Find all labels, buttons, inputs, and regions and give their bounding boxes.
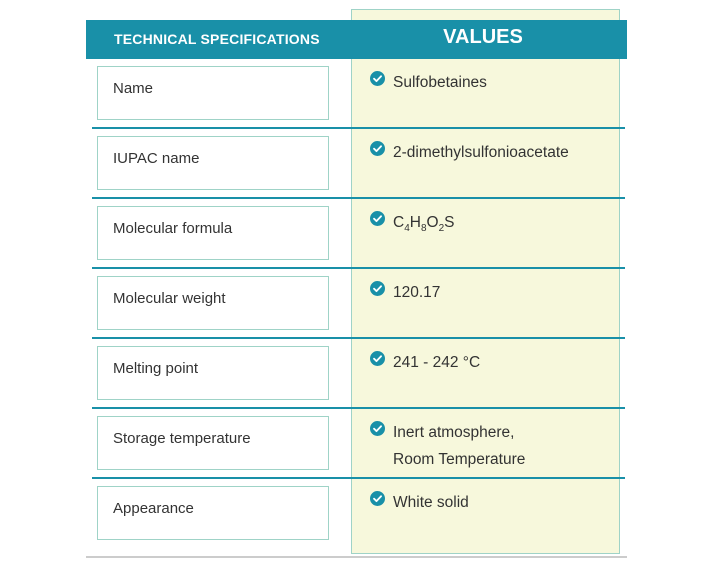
table-row: Molecular weight 120.17 — [0, 269, 701, 339]
row-label-iupac-name: IUPAC name — [113, 150, 200, 167]
value-line: Room Temperature — [393, 451, 526, 468]
table-bottom-border — [86, 556, 627, 558]
label-box — [97, 346, 329, 400]
formula-element: H — [409, 214, 421, 231]
table-row: Melting point 241 - 242 °C — [0, 339, 701, 409]
row-value-name: Sulfobetaines — [393, 74, 487, 91]
row-value-iupac-name: 2-dimethylsulfonioacetate — [393, 144, 569, 161]
values-column-background — [351, 9, 620, 554]
value-line: Inert atmosphere, — [393, 424, 515, 441]
table-row: IUPAC name 2-dimethylsulfonioacetate — [0, 129, 701, 199]
label-box — [97, 206, 329, 260]
label-box — [97, 276, 329, 330]
row-label-melting-point: Melting point — [113, 360, 199, 377]
formula-element: S — [444, 214, 455, 231]
check-circle-icon — [370, 421, 385, 436]
spec-column-header: TECHNICAL SPECIFICATIONS — [114, 31, 320, 47]
row-label-storage-temperature: Storage temperature — [113, 430, 251, 447]
row-label-appearance: Appearance — [113, 500, 194, 517]
table-row: Molecular formula C4H8O2S — [0, 199, 701, 269]
check-circle-icon — [370, 211, 385, 226]
label-box — [97, 136, 329, 190]
row-value-melting-point: 241 - 242 °C — [393, 354, 481, 371]
row-divider — [92, 337, 625, 339]
label-box — [97, 66, 329, 120]
check-circle-icon — [370, 351, 385, 366]
row-value-storage-temperature: Inert atmosphere, Room Temperature — [393, 419, 525, 473]
table-header — [86, 20, 627, 59]
row-value-molecular-weight: 120.17 — [393, 284, 441, 301]
row-divider — [92, 407, 625, 409]
row-divider — [92, 267, 625, 269]
label-box — [97, 486, 329, 540]
row-divider — [92, 127, 625, 129]
formula-subscript: 2 — [438, 223, 445, 234]
formula-subscript: 4 — [404, 223, 410, 234]
row-value-appearance: White solid — [393, 494, 469, 511]
row-label-molecular-formula: Molecular formula — [113, 220, 233, 237]
row-divider — [92, 197, 625, 199]
formula-subscript: 8 — [420, 223, 427, 234]
check-circle-icon — [370, 491, 385, 506]
row-label-molecular-weight: Molecular weight — [113, 290, 226, 307]
formula-element: C — [393, 214, 405, 231]
label-box — [97, 416, 329, 470]
table-row: Appearance White solid — [0, 479, 701, 549]
formula-element: O — [426, 214, 439, 231]
check-circle-icon — [370, 281, 385, 296]
check-circle-icon — [370, 141, 385, 156]
values-column-header: VALUES — [443, 26, 523, 48]
table-row: Storage temperature Inert atmosphere, Ro… — [0, 409, 701, 479]
table-row: Name Sulfobetaines — [0, 59, 701, 129]
row-value-molecular-formula: C4H8O2S — [393, 209, 455, 236]
check-circle-icon — [370, 71, 385, 86]
row-label-name: Name — [113, 80, 154, 97]
row-divider — [92, 477, 625, 479]
